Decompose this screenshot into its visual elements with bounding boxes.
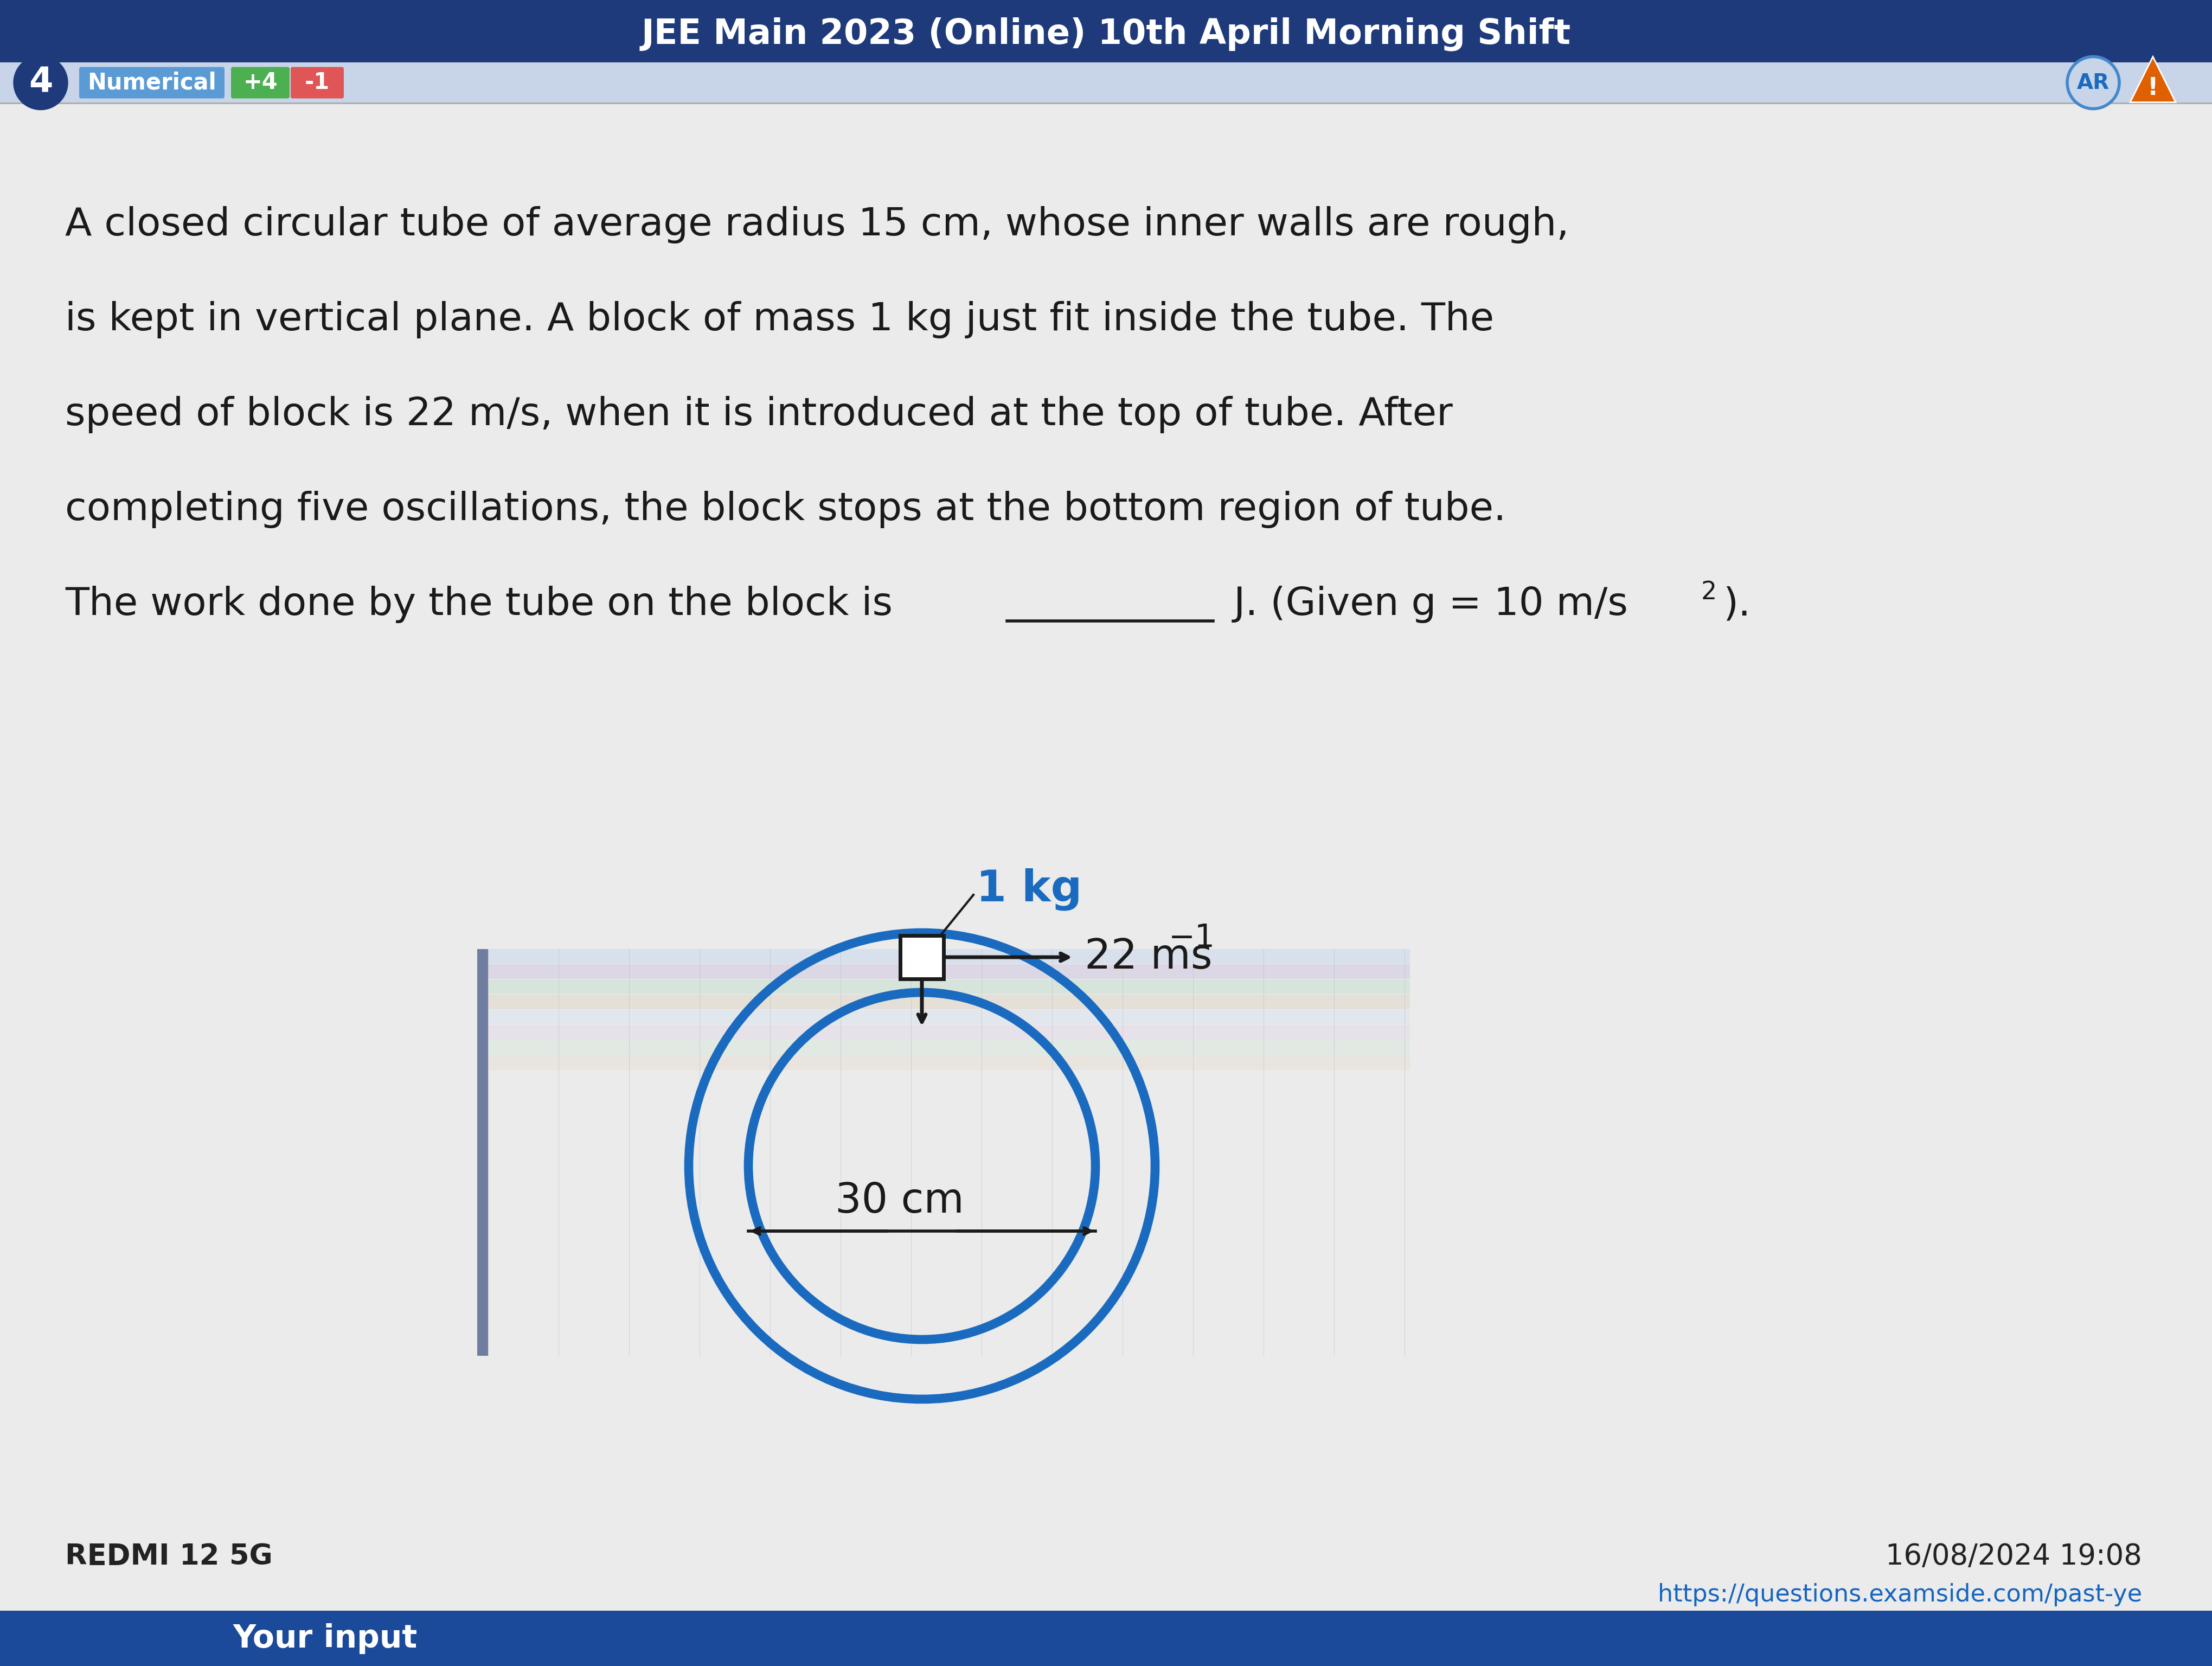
Text: 30 cm: 30 cm xyxy=(834,1181,964,1221)
Text: 1 kg: 1 kg xyxy=(975,868,1082,911)
Circle shape xyxy=(13,55,69,110)
Bar xyxy=(0,0,2212,62)
Circle shape xyxy=(2066,57,2119,108)
Text: -1: -1 xyxy=(305,72,330,93)
Text: ).: ). xyxy=(1723,586,1750,623)
Text: https://questions.examside.com/past-ye: https://questions.examside.com/past-ye xyxy=(1657,1583,2141,1606)
Text: REDMI 12 5G: REDMI 12 5G xyxy=(64,1543,272,1571)
Text: AR: AR xyxy=(2077,72,2108,93)
Bar xyxy=(0,1611,2212,1666)
Bar xyxy=(489,950,1409,963)
Text: The work done by the tube on the block is: The work done by the tube on the block i… xyxy=(64,586,891,623)
Text: −1: −1 xyxy=(1168,923,1214,953)
Text: +4: +4 xyxy=(243,72,276,93)
Polygon shape xyxy=(2130,57,2174,102)
Text: JEE Main 2023 (Online) 10th April Morning Shift: JEE Main 2023 (Online) 10th April Mornin… xyxy=(641,17,1571,52)
Bar xyxy=(0,62,2212,103)
Text: 4: 4 xyxy=(29,67,53,100)
Text: is kept in vertical plane. A block of mass 1 kg just fit inside the tube. The: is kept in vertical plane. A block of ma… xyxy=(64,302,1493,338)
Text: 22 ms: 22 ms xyxy=(1084,936,1212,978)
Bar xyxy=(489,1010,1409,1025)
Bar xyxy=(489,995,1409,1010)
Text: J. (Given g = 10 m/s: J. (Given g = 10 m/s xyxy=(1221,586,1628,623)
Bar xyxy=(489,965,1409,980)
Bar xyxy=(489,1055,1409,1070)
Text: Your input: Your input xyxy=(232,1623,418,1654)
Bar xyxy=(478,950,489,1356)
Bar xyxy=(489,980,1409,995)
Text: !: ! xyxy=(2148,77,2159,100)
Bar xyxy=(900,936,942,980)
Bar xyxy=(489,1025,1409,1040)
Text: A closed circular tube of average radius 15 cm, whose inner walls are rough,: A closed circular tube of average radius… xyxy=(64,207,1568,243)
FancyBboxPatch shape xyxy=(290,67,343,98)
FancyBboxPatch shape xyxy=(80,67,223,98)
FancyBboxPatch shape xyxy=(230,67,290,98)
Text: Numerical: Numerical xyxy=(86,72,217,93)
Text: completing five oscillations, the block stops at the bottom region of tube.: completing five oscillations, the block … xyxy=(64,491,1506,528)
Text: 2: 2 xyxy=(1701,580,1717,605)
Bar xyxy=(489,1040,1409,1055)
Text: 16/08/2024 19:08: 16/08/2024 19:08 xyxy=(1885,1543,2141,1571)
Text: speed of block is 22 m/s, when it is introduced at the top of tube. After: speed of block is 22 m/s, when it is int… xyxy=(64,397,1453,433)
